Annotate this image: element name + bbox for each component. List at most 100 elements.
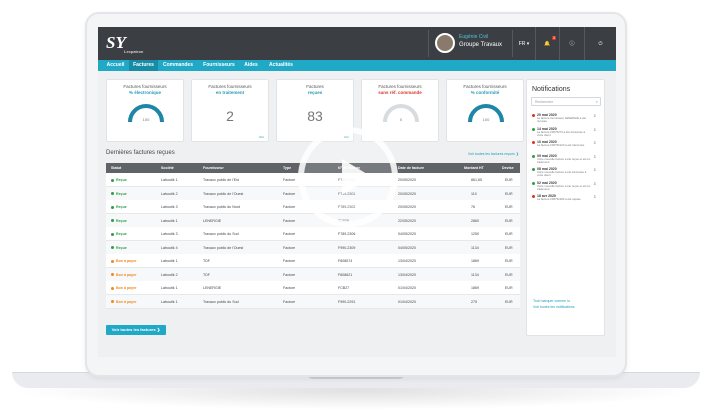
notification-text: La facture F00752123 a été transmise (537, 143, 585, 147)
cell-date: 13/04/2020 (398, 272, 416, 277)
nav-factures[interactable]: Factures (129, 60, 158, 71)
status-dot (111, 232, 114, 236)
nav-fournisseurs[interactable]: Fournisseurs (203, 62, 235, 68)
status-badge: Reçue (111, 173, 127, 187)
cell-societe: Laboutik 2 (161, 272, 178, 277)
see-all-received-link[interactable]: Voir toutes les factures reçues ❯ (468, 152, 519, 156)
table-row[interactable]: Reçue Laboutik 3 Travaux public du Sud F… (106, 227, 520, 241)
notification-item[interactable]: 08 mai 2020 Votre nouvelle facture a été… (532, 167, 594, 179)
status-badge: Bon à payer (111, 254, 137, 268)
notification-search-input[interactable]: Rechercher ⌕ (531, 97, 601, 106)
card-link[interactable]: Voir (258, 135, 264, 139)
cell-fournisseur: TDF (203, 272, 210, 277)
col-fournisseur[interactable]: Fournisseur (203, 166, 224, 170)
see-all-invoices-button[interactable]: Voir toutes les factures ❯ (106, 325, 166, 335)
table-row[interactable]: Bon à payer Laboutik 2 TDF Facture F8086… (106, 267, 520, 282)
notification-item[interactable]: 02 mai 2020 Votre nouvelle facture a été… (532, 181, 594, 193)
col-montant[interactable]: Montant HT (464, 166, 484, 170)
cell-montant: 1869 (471, 286, 479, 290)
status-dot (111, 286, 114, 290)
notification-item[interactable]: 09 mai 2020 Votre nouvelle facture a été… (532, 154, 594, 166)
cell-montant: 110 (471, 191, 477, 196)
card-subtitle: en traitement (215, 90, 245, 95)
nav-aides[interactable]: Aides (244, 62, 258, 68)
download-icon[interactable]: ⇩ (593, 140, 597, 145)
gauge-value: 0 (400, 117, 403, 122)
cell-devise: EUR (505, 178, 513, 182)
col-societe[interactable]: Société (161, 166, 174, 170)
card-subtitle: sans réf. commande (378, 90, 422, 95)
gauge-value: 100 (483, 117, 490, 122)
status-dot (111, 259, 114, 263)
notification-item[interactable]: 10 mai 2020 La facture F00752123 a été t… (532, 140, 594, 152)
info-icon[interactable]: ⓘ (560, 27, 585, 60)
status-dot (111, 219, 114, 223)
cell-numero: F808574 (338, 259, 353, 263)
kpi-card[interactable]: Factures fournisseurs sans réf. commande… (361, 79, 439, 142)
cell-montant: 1250 (471, 232, 479, 236)
cell-montant: 2860 (471, 218, 479, 223)
nav-accueil[interactable]: Accueil (106, 62, 125, 68)
notifications-panel: Notifications Rechercher ⌕ 20 mai 2020 La… (526, 79, 605, 336)
status-dot (111, 246, 114, 250)
cell-fournisseur: Travaux public de l'Ouest (203, 191, 244, 196)
kpi-card[interactable]: Factures fournisseurs en traitement 2 Voi… (191, 79, 269, 142)
cell-date: 13/04/2020 (398, 259, 416, 263)
notification-item[interactable]: 20 mai 2020 La facture fournisseur LENER… (532, 113, 594, 125)
cell-fournisseur: LENERGIE (203, 218, 222, 223)
see-all-notifications-link[interactable]: Voir toutes les notifications (533, 305, 575, 309)
cell-devise: EUR (505, 272, 513, 277)
card-subtitle: % électronique (128, 90, 161, 95)
cell-type: Facture (283, 205, 296, 209)
card-title: Factures (306, 84, 324, 89)
notification-text: La facture F0075274 a été transmise à vo… (537, 129, 586, 137)
cell-devise: EUR (505, 286, 513, 290)
mark-all-read-link[interactable]: Tout marquer comme lu (533, 299, 570, 303)
kpi-card[interactable]: Factures fournisseurs % conformité 100 (446, 79, 524, 142)
col-date[interactable]: Date de facture (398, 166, 424, 170)
cell-societe: Laboutik 3 (161, 205, 178, 209)
cell-societe: Laboutik 3 (161, 232, 178, 236)
status-badge: Bon à payer (111, 281, 137, 295)
status-badge: Reçue (111, 241, 127, 255)
download-icon[interactable]: ⇩ (593, 153, 597, 159)
table-row[interactable]: Bon à payer Laboutik 1 LENERGIE Facture … (106, 281, 520, 295)
cell-fournisseur: LENERGIE (203, 286, 222, 290)
kpi-card[interactable]: Factures fournisseurs % électronique 100 (106, 79, 184, 142)
cell-societe: Laboutik 4 (161, 245, 178, 250)
col-type[interactable]: Type (283, 166, 292, 170)
cell-date: 04/05/2020 (398, 232, 416, 236)
download-icon[interactable]: ⇩ (593, 180, 597, 186)
cell-fournisseur: Travaux public du Nord (203, 205, 241, 209)
notification-item[interactable]: 14 mai 2020 La facture F0075274 a été tr… (532, 127, 594, 139)
download-icon[interactable]: ⇩ (593, 194, 597, 199)
nav-actualites[interactable]: Actualités (269, 62, 293, 68)
table-row[interactable]: Reçue Laboutik 4 Travaux public de l'Oue… (106, 240, 520, 255)
language-select[interactable]: FR ▾ (513, 27, 536, 60)
table-row[interactable]: Bon à payer Laboutik 1 Travaux public du… (106, 294, 520, 309)
power-icon[interactable]: ⏻ (598, 40, 603, 47)
cell-devise: EUR (505, 299, 513, 304)
status-dot (111, 205, 114, 209)
download-icon[interactable]: ⇩ (593, 126, 597, 132)
notification-text: Votre nouvelle facture a été transmise à… (537, 170, 587, 178)
cell-numero: F789-2306 (338, 232, 356, 236)
col-status[interactable]: Statut (111, 166, 122, 170)
status-badge: Reçue (111, 200, 127, 214)
card-title: Factures fournisseurs (463, 84, 507, 89)
col-devise[interactable]: Devise (502, 166, 514, 170)
table-row[interactable]: Reçue Laboutik 1 LENERGIE Facture TC828 … (106, 213, 520, 228)
search-placeholder: Rechercher (535, 100, 554, 104)
app-screen: SY Lexpatron Eugénie Civil Groupe Travaux… (98, 27, 616, 357)
app-logo[interactable]: SY Lexpatron (106, 33, 144, 54)
notification-item[interactable]: 18 avr 2020 La facture F00752183 a été r… (532, 194, 594, 206)
download-icon[interactable]: ⇩ (593, 167, 597, 172)
download-icon[interactable]: ⇩ (593, 113, 597, 118)
cell-societe: Laboutik 1 (161, 286, 178, 290)
cell-date: 01/04/2020 (398, 286, 416, 290)
table-row[interactable]: Bon à payer Laboutik 1 TDF Facture F8085… (106, 254, 520, 268)
user-menu[interactable]: Eugénie Civil Groupe Travaux (428, 30, 513, 57)
play-button[interactable] (298, 127, 398, 227)
bell-icon[interactable]: 🔔 3 (536, 27, 560, 60)
nav-commandes[interactable]: Commandes (162, 62, 193, 68)
